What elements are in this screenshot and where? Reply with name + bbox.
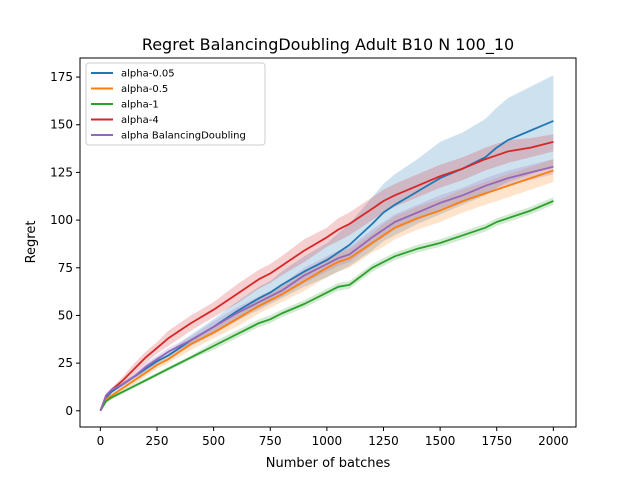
x-tick-label: 750: [259, 434, 282, 448]
y-tick-label: 175: [50, 70, 73, 84]
x-tick-label: 500: [202, 434, 225, 448]
series-lines: [99, 120, 554, 412]
y-tick-label: 75: [58, 261, 73, 275]
y-tick-label: 50: [58, 308, 73, 322]
x-axis-ticks: 0 250 500 750 1000 1250 1500 1750 2000: [97, 427, 569, 448]
y-tick-label: 100: [50, 213, 73, 227]
legend-label-alpha-0-05: alpha-0.05: [121, 69, 175, 80]
y-axis-ticks: 0 25 50 75 100 125 150 175: [50, 70, 80, 418]
x-axis-label: Number of batches: [266, 456, 391, 471]
y-tick-label: 25: [58, 356, 73, 370]
line-alpha-0-5: [99, 169, 554, 412]
legend-label-alpha-balancingdoubling: alpha BalancingDoubling: [121, 131, 246, 142]
legend: alpha-0.05 alpha-0.5 alpha-1 alpha-4 alpha B…: [85, 62, 266, 146]
line-alpha-1: [99, 200, 554, 412]
x-tick-label: 1000: [312, 434, 343, 448]
band-alpha-4: [100, 134, 554, 411]
legend-label-alpha-1: alpha-1: [121, 100, 159, 111]
legend-items: alpha-0.05 alpha-0.5 alpha-1 alpha-4 alpha B…: [91, 69, 246, 142]
axes-frame: [79, 57, 577, 428]
legend-label-alpha-0-5: alpha-0.5: [121, 84, 168, 95]
y-axis-label: Regret: [24, 221, 39, 264]
band-alpha-balancingdoubling: [100, 159, 554, 411]
x-tick-label: 1750: [481, 434, 512, 448]
x-tick-label: 1250: [368, 434, 399, 448]
band-alpha-0-5: [100, 159, 554, 411]
line-alpha-balancingdoubling: [99, 165, 554, 412]
x-tick-label: 1500: [425, 434, 456, 448]
y-tick-label: 125: [50, 165, 73, 179]
plot-area: [79, 57, 577, 428]
line-alpha-4: [99, 141, 554, 412]
y-tick-label: 150: [50, 118, 73, 132]
x-tick-label: 2000: [538, 434, 569, 448]
x-tick-label: 250: [146, 434, 169, 448]
legend-label-alpha-4: alpha-4: [121, 115, 159, 126]
x-tick-label: 0: [97, 434, 105, 448]
legend-box: [85, 62, 266, 146]
chart-title: Regret BalancingDoubling Adult B10 N 100…: [142, 35, 514, 55]
y-tick-label: 0: [65, 404, 73, 418]
